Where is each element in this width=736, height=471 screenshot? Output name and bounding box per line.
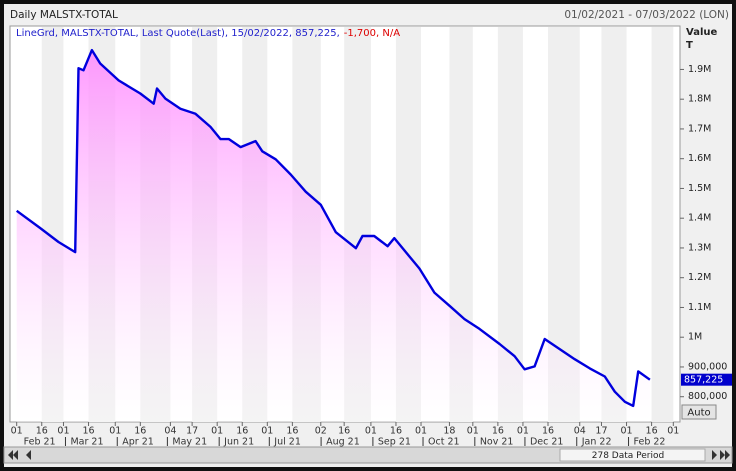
x-tick-label: 16 (286, 426, 298, 437)
x-tick-label: 18 (443, 426, 455, 437)
x-tick-label: 16 (338, 426, 350, 437)
scroll-forward[interactable] (712, 450, 717, 460)
month-label: Mar 21 (70, 437, 103, 448)
x-tick-label: 01 (365, 426, 377, 437)
y-tick-label: 1.3M (688, 242, 711, 253)
x-tick-label: 16 (82, 426, 94, 437)
x-tick-label: 04 (574, 426, 586, 437)
grid-band (601, 27, 627, 422)
scroll-last[interactable] (720, 450, 725, 460)
y-tick-label: 1.5M (688, 183, 711, 194)
x-tick-label: 01 (667, 426, 679, 437)
x-tick-label: 16 (492, 426, 504, 437)
auto-label: Auto (687, 408, 710, 419)
y-tick-label: 900,000 (688, 361, 727, 372)
x-tick-label: 01 (57, 426, 69, 437)
x-tick-label: 04 (164, 426, 176, 437)
month-label: Apr 21 (122, 437, 154, 448)
legend: LineGrd, MALSTX-TOTAL, Last Quote(Last),… (16, 28, 400, 39)
x-tick-label: 17 (186, 426, 198, 437)
x-tick-label: 01 (11, 426, 23, 437)
y-tick-label: 800,000 (688, 391, 727, 402)
month-label: Nov 21 (480, 437, 514, 448)
legend-text: LineGrd, MALSTX-TOTAL, Last Quote(Last),… (16, 28, 340, 39)
month-label: Jun 21 (223, 437, 254, 448)
x-tick-label: 01 (415, 426, 427, 437)
date-range: 01/02/2021 - 07/03/2022 (LON) (564, 9, 729, 21)
last-value-label: 857,225 (684, 375, 723, 386)
month-label: Oct 21 (428, 437, 460, 448)
x-tick-label: 01 (261, 426, 273, 437)
y-tick-label: 1.1M (688, 302, 711, 313)
last-value-box (681, 373, 732, 386)
x-tick-label: 01 (620, 426, 632, 437)
y-axis-unit: T (686, 40, 693, 51)
x-tick-label: 01 (109, 426, 121, 437)
x-tick-label: 16 (542, 426, 554, 437)
scrollbar[interactable] (3, 446, 733, 464)
x-tick-label: 16 (390, 426, 402, 437)
x-tick-label: 02 (315, 426, 327, 437)
y-tick-label: 1.7M (688, 123, 711, 134)
scroll-first[interactable] (13, 450, 18, 460)
month-label: Aug 21 (326, 437, 360, 448)
month-label: May 21 (172, 437, 207, 448)
scroll-thumb[interactable] (559, 448, 706, 462)
auto-button[interactable] (681, 404, 717, 420)
month-label: Dec 21 (530, 437, 564, 448)
y-tick-label: 1.8M (688, 94, 711, 105)
y-tick-label: 1.6M (688, 153, 711, 164)
month-label: Jan 22 (581, 437, 612, 448)
month-label: Jul 21 (273, 437, 301, 448)
y-axis-title: Value (686, 27, 717, 38)
legend-change: -1,700, N/A (344, 28, 400, 39)
x-tick-label: 17 (595, 426, 607, 437)
scroll-first[interactable] (8, 450, 13, 460)
x-tick-label: 01 (467, 426, 479, 437)
y-tick-label: 1.2M (688, 272, 711, 283)
x-tick-label: 01 (211, 426, 223, 437)
y-tick-label: 1M (688, 332, 702, 343)
scroll-last[interactable] (725, 450, 730, 460)
grid-band (651, 27, 674, 422)
x-tick-label: 16 (134, 426, 146, 437)
x-tick-label: 16 (236, 426, 248, 437)
chart-title: Daily MALSTX-TOTAL (10, 9, 118, 21)
month-label: Feb 22 (634, 437, 666, 448)
area (16, 50, 650, 422)
month-label: Sep 21 (378, 437, 411, 448)
x-tick-label: 01 (517, 426, 529, 437)
line (15, 48, 651, 408)
period-label: 278 Data Period (592, 451, 664, 461)
scroll-back[interactable] (26, 450, 31, 460)
x-tick-label: 16 (646, 426, 658, 437)
month-label: Feb 21 (24, 437, 56, 448)
x-tick-label: 16 (36, 426, 48, 437)
y-tick-label: 1.9M (688, 64, 711, 75)
y-tick-label: 1.4M (688, 213, 711, 224)
